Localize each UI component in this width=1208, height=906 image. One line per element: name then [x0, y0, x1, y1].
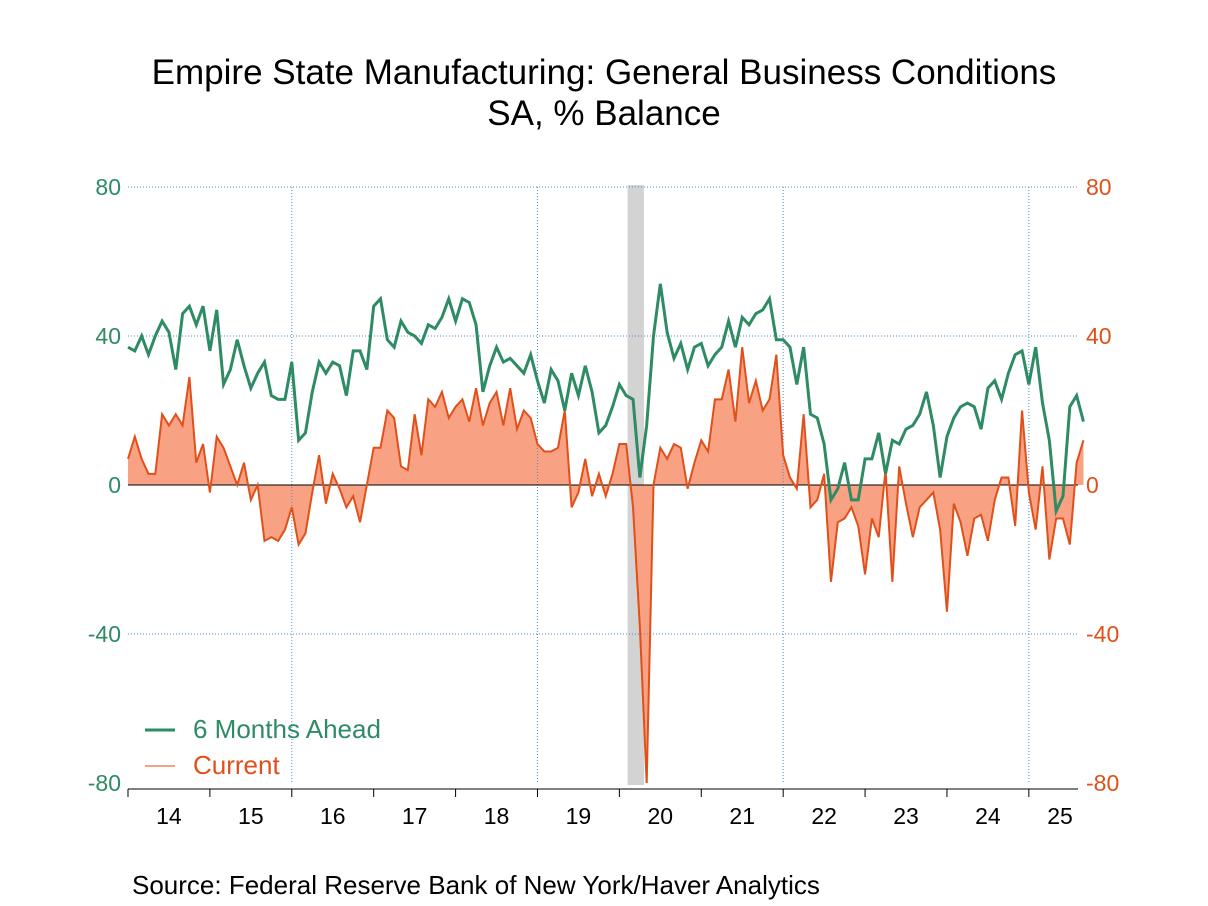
legend-label-current: Current	[193, 750, 280, 780]
six-months-ahead-series-line	[127, 283, 1085, 517]
x-tick-label: 19	[566, 803, 592, 829]
current-series-line	[127, 347, 1085, 784]
x-tick-label: 17	[402, 803, 428, 829]
x-tick-label: 25	[1047, 803, 1073, 829]
y-left-tick-label: -80	[88, 770, 121, 796]
y-left-tick-label: 80	[95, 174, 121, 200]
y-right-tick-label: 80	[1086, 174, 1112, 200]
x-tick-label: 18	[484, 803, 510, 829]
y-right-tick-label: -80	[1086, 770, 1119, 796]
y-right-tick-label: 0	[1086, 472, 1099, 498]
y-right-tick-label: 40	[1086, 323, 1112, 349]
source-note: Source: Federal Reserve Bank of New York…	[132, 870, 820, 900]
x-tick-label: 16	[320, 803, 346, 829]
legend-label-six-months: 6 Months Ahead	[193, 714, 381, 744]
x-tick-label: 14	[156, 803, 182, 829]
x-tick-label: 20	[648, 803, 674, 829]
y-left-tick-label: -40	[88, 621, 121, 647]
chart-title-line-1: Empire State Manufacturing: General Busi…	[151, 53, 1057, 92]
x-tick-label: 24	[975, 803, 1001, 829]
chart-title: Empire State Manufacturing: General Busi…	[0, 52, 1208, 134]
y-left-tick-label: 40	[95, 323, 121, 349]
x-tick-label: 15	[238, 803, 264, 829]
x-tick-label: 22	[811, 803, 837, 829]
y-left-tick-label: 0	[108, 472, 121, 498]
y-right-tick-label: -40	[1086, 621, 1119, 647]
x-tick-label: 23	[893, 803, 919, 829]
x-tick-label: 21	[729, 803, 755, 829]
chart-subtitle: SA, % Balance	[487, 94, 721, 133]
